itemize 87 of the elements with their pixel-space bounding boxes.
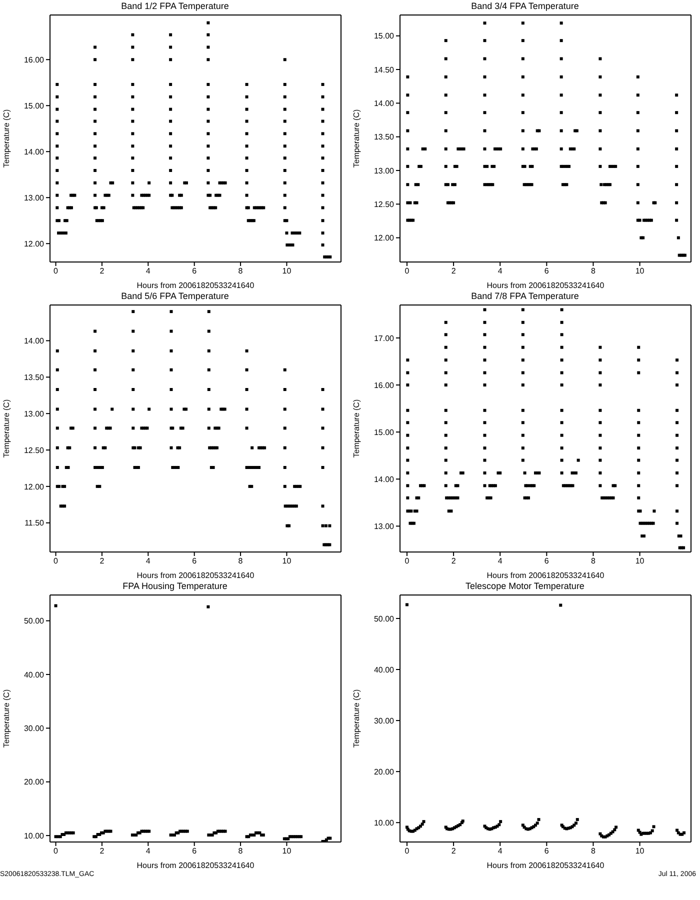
x-tick-label: 2	[451, 846, 456, 856]
y-tick-label: 13.00	[24, 409, 45, 418]
x-tick-label: 0	[404, 266, 410, 276]
x-tick-label: 6	[192, 846, 198, 856]
x-axis-title: Hours from 20061820533241640	[136, 861, 255, 870]
chart-title: Telescope Motor Temperature	[464, 580, 586, 592]
y-tick-label: 14.00	[374, 99, 395, 108]
x-tick-label: 6	[192, 266, 198, 276]
y-tick-label: 16.00	[374, 380, 395, 390]
x-tick-label: 10	[282, 266, 292, 276]
chart-title: Band 3/4 FPA Temperature	[470, 0, 580, 12]
x-tick-label: 0	[54, 266, 59, 276]
y-tick-label: 40.00	[24, 670, 45, 680]
x-tick-label: 8	[590, 266, 596, 276]
x-axis-title: Hours from 20061820533241640	[486, 571, 605, 580]
x-tick-label: 6	[544, 266, 550, 276]
x-tick-label: 6	[544, 556, 550, 566]
y-tick-label: 12.00	[24, 482, 45, 492]
x-tick-label: 4	[498, 266, 503, 276]
y-tick-label: 20.00	[374, 767, 395, 776]
y-tick-label: 13.00	[374, 166, 395, 176]
x-tick-label: 10	[635, 556, 645, 566]
chart-title: Band 7/8 FPA Temperature	[470, 290, 580, 302]
x-tick-label: 2	[100, 266, 105, 276]
x-tick-label: 10	[282, 556, 292, 566]
x-tick-label: 4	[146, 846, 151, 856]
x-tick-label: 2	[451, 556, 456, 566]
chart-title: Band 5/6 FPA Temperature	[120, 290, 230, 302]
x-tick-label: 0	[54, 556, 59, 566]
x-tick-label: 6	[544, 846, 550, 856]
x-tick-label: 4	[146, 266, 151, 276]
y-tick-label: 11.50	[24, 518, 45, 528]
y-axis-title: Temperature (C)	[352, 689, 361, 748]
x-tick-label: 10	[282, 846, 292, 856]
y-tick-label: 50.00	[24, 616, 45, 626]
x-tick-label: 8	[238, 556, 244, 566]
y-tick-label: 13.50	[24, 372, 45, 382]
y-tick-label: 40.00	[374, 665, 395, 674]
y-tick-label: 13.00	[24, 193, 45, 202]
x-axis-title: Hours from 20061820533241640	[136, 571, 255, 580]
y-tick-label: 13.00	[374, 522, 395, 531]
x-axis-title: Hours from 20061820533241640	[136, 281, 255, 290]
x-tick-label: 0	[404, 556, 410, 566]
x-tick-label: 6	[192, 556, 198, 566]
y-tick-label: 17.00	[374, 334, 395, 343]
y-axis-title: Temperature (C)	[2, 399, 11, 458]
x-tick-label: 0	[54, 846, 59, 856]
x-tick-label: 8	[590, 556, 596, 566]
x-axis-title: Hours from 20061820533241640	[486, 281, 605, 290]
y-tick-label: 10.00	[374, 818, 395, 828]
y-axis-title: Temperature (C)	[2, 109, 11, 168]
x-tick-label: 2	[100, 556, 105, 566]
x-axis-title: Hours from 20061820533241640	[486, 861, 605, 870]
x-tick-label: 2	[100, 846, 105, 856]
y-tick-label: 12.50	[24, 446, 45, 455]
y-tick-label: 30.00	[374, 716, 395, 726]
x-tick-label: 4	[498, 846, 503, 856]
y-tick-label: 14.00	[24, 336, 45, 346]
x-tick-label: 0	[404, 846, 410, 856]
y-tick-label: 12.00	[374, 234, 395, 243]
y-tick-label: 15.00	[24, 101, 45, 110]
y-tick-label: 10.00	[24, 831, 45, 840]
x-tick-label: 8	[238, 266, 244, 276]
y-tick-label: 20.00	[24, 778, 45, 787]
x-tick-label: 4	[498, 556, 503, 566]
y-axis-title: Temperature (C)	[2, 689, 11, 748]
y-tick-label: 50.00	[374, 614, 395, 624]
y-tick-label: 14.00	[374, 474, 395, 484]
chart-title: FPA Housing Temperature	[122, 580, 228, 592]
y-axis-title: Temperature (C)	[352, 399, 361, 458]
y-tick-label: 16.00	[24, 55, 45, 64]
y-tick-label: 14.00	[24, 147, 45, 156]
x-tick-label: 8	[238, 846, 244, 856]
y-tick-label: 15.00	[374, 32, 395, 41]
x-tick-label: 10	[635, 846, 645, 856]
chart-title: Band 1/2 FPA Temperature	[120, 0, 230, 12]
y-tick-label: 15.00	[374, 428, 395, 437]
x-tick-label: 2	[451, 266, 456, 276]
y-tick-label: 14.50	[374, 65, 395, 74]
y-tick-label: 12.00	[24, 239, 45, 248]
x-tick-label: 4	[146, 556, 151, 566]
y-tick-label: 12.50	[374, 200, 395, 209]
x-tick-label: 8	[590, 846, 596, 856]
y-axis-title: Temperature (C)	[352, 109, 361, 168]
x-tick-label: 10	[635, 266, 645, 276]
y-tick-label: 13.50	[374, 132, 395, 142]
y-tick-label: 30.00	[24, 724, 45, 734]
